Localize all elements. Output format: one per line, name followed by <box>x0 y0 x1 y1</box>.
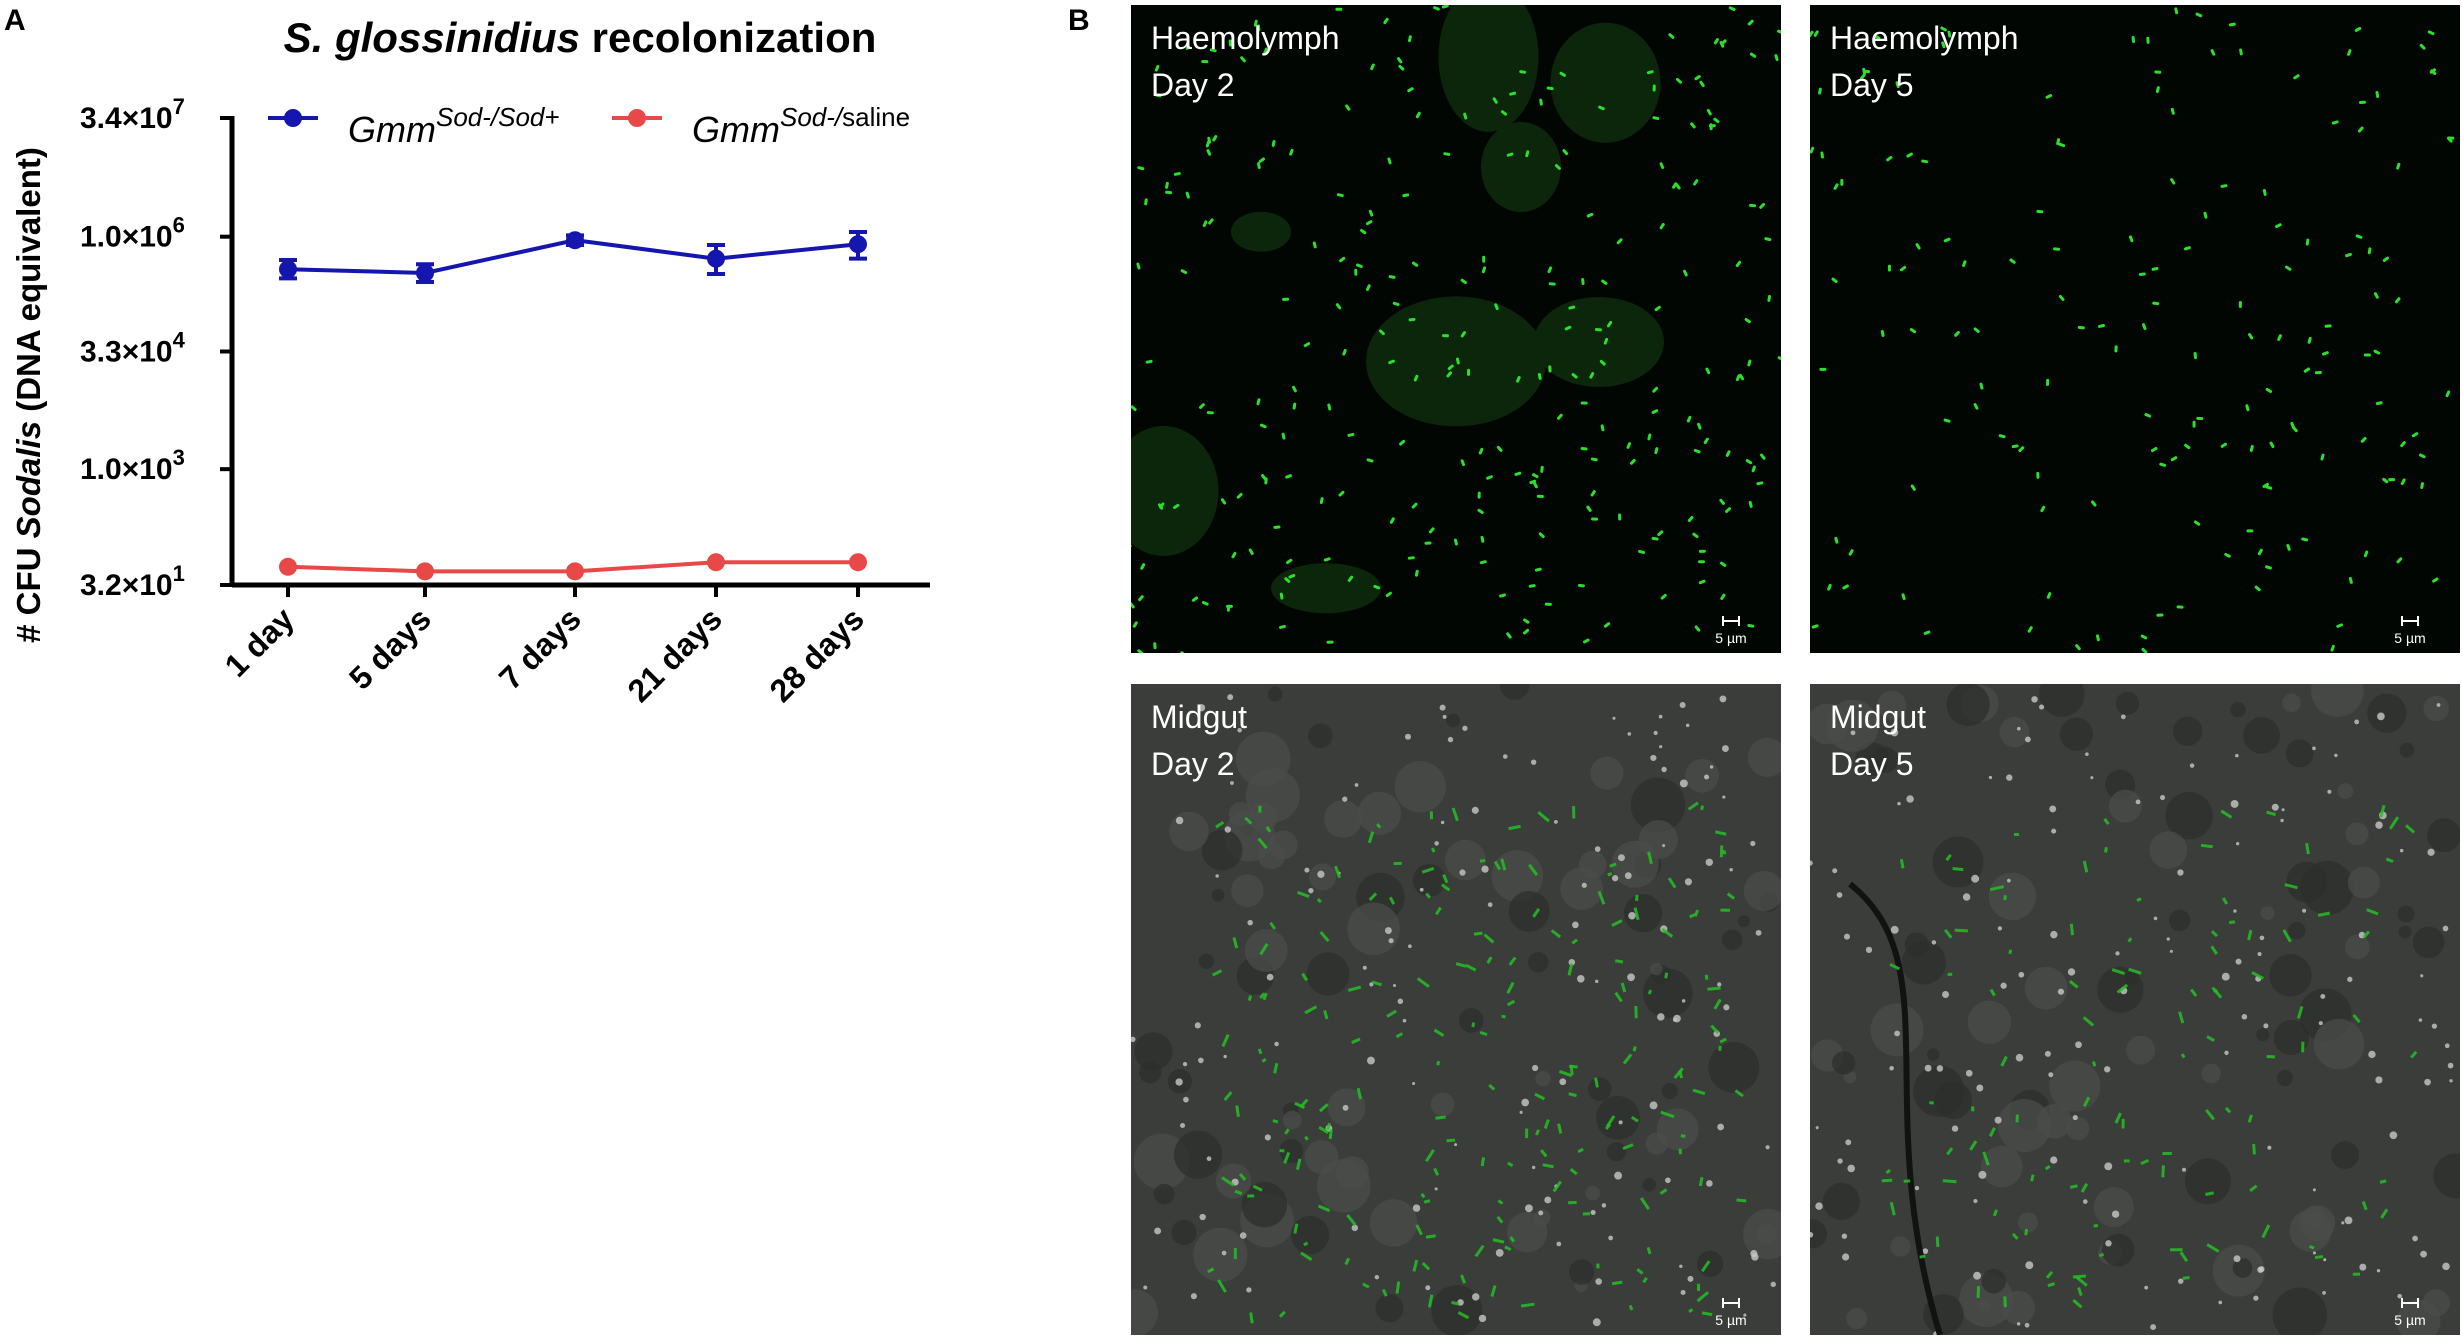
data-point <box>279 260 297 279</box>
chart-title: S. glossinidius recolonization <box>284 14 877 61</box>
scale-bar: 5 µm <box>1715 1298 1747 1328</box>
data-point <box>707 553 725 572</box>
data-point <box>849 553 867 572</box>
scale-bar-label: 5 µm <box>1715 1312 1746 1328</box>
micrograph-label-line2: Day 2 <box>1151 67 1235 103</box>
legend-item-sod-plus: GmmSod-/Sod+ <box>268 102 560 150</box>
y-tick-mantissa: 3.4×10 <box>80 102 173 135</box>
legend-label-sod-plus: GmmSod-/Sod+ <box>348 102 560 150</box>
chart-title-italic: S. glossinidius <box>284 14 580 61</box>
data-point <box>416 263 434 282</box>
chart-title-rest: recolonization <box>580 14 876 61</box>
data-point <box>416 562 434 581</box>
y-tick-label: 1.0×103 <box>80 445 185 486</box>
series-sod-plus <box>279 229 867 285</box>
panel-a-letter: A <box>4 4 26 37</box>
legend-label-saline-sup: Sod-/ <box>780 102 845 132</box>
y-tick-exponent: 7 <box>173 94 185 119</box>
legend-label-sod-plus-base: Gmm <box>348 109 436 150</box>
data-point <box>849 235 867 254</box>
x-tick-label: 28 days <box>762 600 870 708</box>
micrograph-label-line1: Haemolymph <box>1830 20 2019 56</box>
legend: GmmSod-/Sod+ GmmSod-/saline <box>268 102 910 150</box>
legend-label-saline: GmmSod-/saline <box>692 102 910 150</box>
y-axis-label-part-2: Sodalis <box>10 421 47 538</box>
scale-bar-label: 5 µm <box>2394 630 2425 646</box>
legend-marker-sod-plus <box>284 109 302 127</box>
micrograph-label-line1: Midgut <box>1830 699 1926 735</box>
scale-bar: 5 µm <box>2394 616 2426 646</box>
data-point <box>566 231 584 250</box>
data-point <box>707 249 725 268</box>
micrograph-label-line1: Midgut <box>1151 699 1247 735</box>
scale-bar: 5 µm <box>2394 1298 2426 1328</box>
legend-label-saline-base: Gmm <box>692 109 780 150</box>
y-tick-exponent: 1 <box>173 561 185 586</box>
y-axis-label-part-1: # CFU <box>10 538 47 643</box>
y-tick-mantissa: 3.2×10 <box>80 569 173 602</box>
y-tick-label: 3.3×104 <box>80 327 186 368</box>
micrograph-label-line2: Day 2 <box>1151 746 1235 782</box>
scale-bar-label: 5 µm <box>2394 1312 2425 1328</box>
scale-bar: 5 µm <box>1715 616 1747 646</box>
data-point <box>566 562 584 581</box>
y-axis-label: # CFU Sodalis (DNA equivalent) <box>10 147 47 643</box>
y-tick-label: 1.0×106 <box>80 213 185 254</box>
panel-b-letter: B <box>1068 4 1090 37</box>
micrograph-3: Midgut Day 2 5 µm <box>1131 684 1781 1335</box>
y-tick-label: 3.4×107 <box>80 94 185 135</box>
data-point <box>279 557 297 576</box>
scale-bar-label: 5 µm <box>1715 630 1746 646</box>
legend-label-sod-plus-sup: Sod-/Sod+ <box>436 102 560 132</box>
y-tick-label: 3.2×101 <box>80 561 185 602</box>
y-tick-exponent: 3 <box>173 445 185 470</box>
micrograph-label-line2: Day 5 <box>1830 67 1914 103</box>
series-saline <box>279 553 867 581</box>
y-tick-mantissa: 3.3×10 <box>80 335 173 368</box>
y-tick-exponent: 6 <box>173 213 185 238</box>
legend-item-saline: GmmSod-/saline <box>612 102 910 150</box>
y-tick-mantissa: 1.0×10 <box>80 221 173 254</box>
x-tick-label: 21 days <box>620 600 728 708</box>
micrograph-label-line2: Day 5 <box>1830 746 1914 782</box>
micrograph-label-line1: Haemolymph <box>1151 20 1340 56</box>
micrograph-2: Haemolymph Day 5 5 µm <box>1810 5 2460 653</box>
x-tick-label: 1 day <box>218 600 301 683</box>
x-tick-label: 7 days <box>492 600 588 696</box>
legend-marker-saline <box>628 109 646 127</box>
y-tick-mantissa: 1.0×10 <box>80 453 173 486</box>
y-axis-label-part-3: (DNA equivalent) <box>10 147 47 421</box>
micrograph-4: Midgut Day 5 5 µm <box>1810 684 2460 1335</box>
y-tick-exponent: 4 <box>173 327 186 352</box>
x-tick-label: 5 days <box>342 600 438 696</box>
micrograph-1: Haemolymph Day 2 5 µm <box>1131 5 1781 653</box>
legend-label-saline-sup-tail: saline <box>842 102 910 132</box>
